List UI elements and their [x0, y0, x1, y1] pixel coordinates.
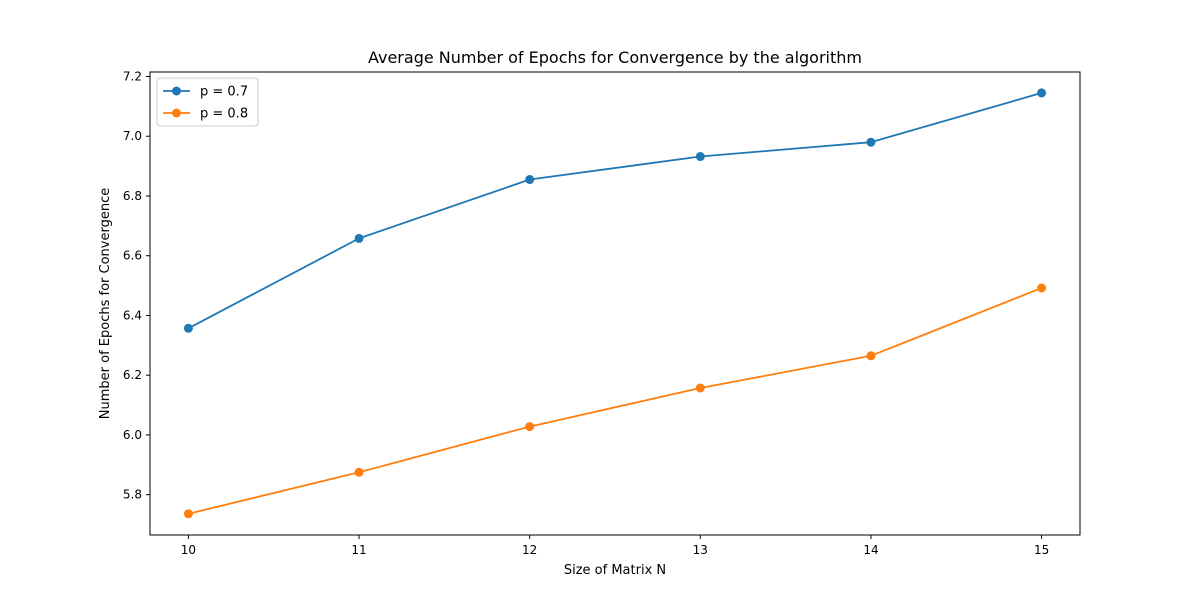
x-axis-label: Size of Matrix N	[564, 563, 666, 578]
legend-entry: p = 0.8	[163, 107, 248, 122]
legend-label: p = 0.7	[200, 85, 248, 100]
x-axis: 10 11 12 13 14 15	[181, 535, 1049, 557]
series-layer	[183, 88, 1047, 519]
legend-entry: p = 0.7	[163, 85, 248, 100]
y-tick-label: 6.0	[123, 428, 142, 442]
plot-area-frame	[149, 71, 1081, 536]
x-tick-label: 11	[351, 543, 366, 557]
legend-items: p = 0.7 p = 0.8	[163, 85, 248, 122]
data-point	[866, 137, 876, 147]
x-tick-label: 14	[863, 543, 878, 557]
chart-title: Average Number of Epochs for Convergence…	[368, 48, 862, 67]
data-point	[695, 152, 705, 162]
y-tick-label: 6.6	[123, 249, 142, 263]
data-point	[866, 351, 876, 361]
series-line	[187, 92, 1042, 330]
y-tick-label: 6.2	[123, 368, 142, 382]
data-point	[354, 233, 364, 243]
series-p-0-7	[183, 88, 1047, 333]
x-tick-label: 13	[693, 543, 708, 557]
x-tick-label: 12	[522, 543, 537, 557]
y-axis-label: Number of Epochs for Convergence	[98, 188, 113, 419]
data-point	[1037, 283, 1047, 293]
y-tick-label: 6.8	[123, 189, 142, 203]
data-point	[525, 175, 535, 185]
legend-label: p = 0.8	[200, 107, 248, 122]
data-point	[183, 509, 193, 519]
data-point	[1037, 88, 1047, 98]
data-point	[525, 422, 535, 432]
data-point	[354, 467, 364, 477]
data-point	[695, 383, 705, 393]
y-tick-label: 5.8	[123, 488, 142, 502]
y-axis: 5.8 6.0 6.2 6.4 6.6 6.8 7.0 7.2	[123, 69, 150, 502]
y-tick-label: 7.2	[123, 69, 142, 83]
legend-marker	[172, 86, 181, 96]
legend-marker	[172, 108, 181, 118]
y-tick-label: 7.0	[123, 129, 142, 143]
series-line	[188, 287, 1042, 515]
x-tick-label: 15	[1034, 543, 1049, 557]
x-tick-label: 10	[181, 543, 196, 557]
y-tick-label: 6.4	[123, 308, 142, 322]
legend-box	[156, 77, 259, 127]
legend: p = 0.7 p = 0.8	[156, 77, 259, 127]
series-p-0-8	[183, 283, 1047, 519]
data-point	[183, 323, 193, 333]
